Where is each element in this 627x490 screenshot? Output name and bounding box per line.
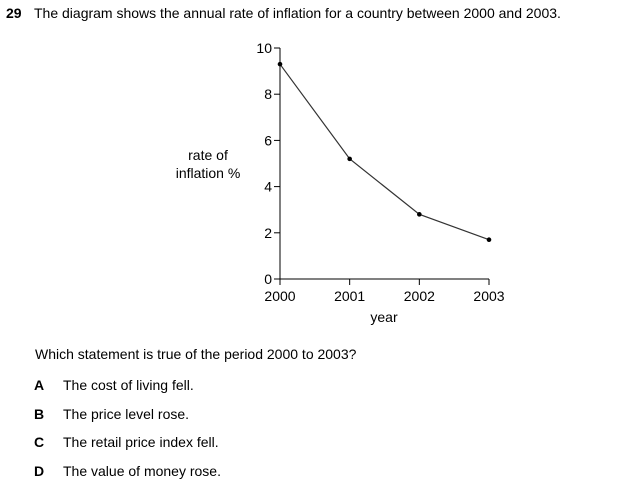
option-c-letter: C [34, 434, 45, 451]
x-tick-label: 2001 [334, 288, 365, 304]
y-axis-label-line-1: rate of [188, 147, 228, 163]
question-prompt: Which statement is true of the period 20… [35, 346, 357, 362]
option-a-text: The cost of living fell. [63, 377, 194, 393]
question-text: The diagram shows the annual rate of inf… [34, 5, 561, 21]
option-d[interactable]: D The value of money rose. [34, 462, 221, 490]
x-tick-label: 2003 [473, 288, 504, 304]
option-b[interactable]: B The price level rose. [34, 405, 221, 434]
y-axis-ticks: 0 2 4 6 8 10 [256, 40, 280, 287]
y-axis-label-line-2: inflation % [175, 165, 241, 181]
x-axis-label: year [370, 309, 398, 325]
x-tick-label: 2000 [264, 288, 295, 304]
option-b-text: The price level rose. [63, 405, 190, 422]
option-b-letter: B [34, 405, 45, 422]
x-tick-label: 2002 [404, 288, 435, 304]
data-point [486, 237, 492, 243]
data-point [277, 61, 283, 67]
inflation-series [277, 61, 492, 243]
inflation-chart-svg: 0 2 4 6 8 10 2000 2001 2002 2003 year [256, 40, 505, 325]
question-number: 29 [6, 5, 22, 21]
option-c[interactable]: C The retail price index fell. [34, 433, 221, 462]
y-tick-label: 6 [264, 132, 272, 148]
inflation-line [279, 63, 490, 241]
y-axis-label: rate of inflation % [160, 146, 256, 182]
x-axis-ticks: 2000 2001 2002 2003 [264, 279, 505, 304]
y-tick-label: 2 [264, 225, 272, 241]
option-d-letter: D [34, 462, 45, 479]
y-tick-label: 10 [256, 40, 272, 56]
answer-options: A The cost of living fell. B The price lev… [34, 376, 221, 490]
y-tick-label: 8 [264, 86, 272, 102]
option-a-letter: A [34, 377, 45, 393]
question-header: 29 The diagram shows the annual rate of i… [6, 4, 561, 22]
data-point [417, 212, 422, 217]
option-a[interactable]: A The cost of living fell. [34, 376, 221, 405]
option-c-text: The retail price index fell. [63, 434, 219, 451]
data-point [347, 156, 352, 162]
chart-axes [279, 48, 489, 280]
y-tick-label: 4 [264, 179, 272, 195]
inflation-chart: 0 2 4 6 8 10 2000 2001 2002 2003 year rate of in… [160, 40, 505, 325]
y-tick-label: 0 [264, 271, 272, 287]
option-d-text: The value of money rose. [63, 462, 221, 479]
